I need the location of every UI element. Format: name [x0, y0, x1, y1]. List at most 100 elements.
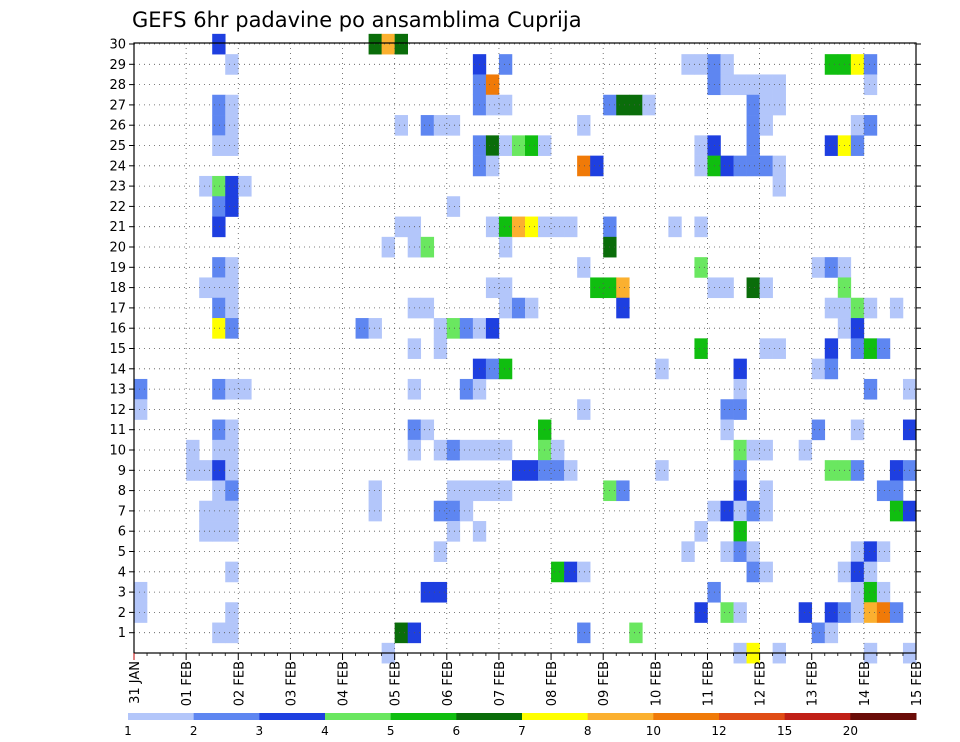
data-cell — [355, 318, 369, 339]
data-cell — [889, 460, 904, 481]
data-cell — [577, 155, 591, 177]
data-cell — [498, 216, 513, 238]
data-cell — [733, 480, 747, 502]
data-cell — [655, 358, 669, 380]
data-cell — [759, 439, 773, 461]
data-cell — [225, 561, 239, 583]
data-cell — [733, 378, 747, 400]
data-cell — [824, 54, 839, 75]
data-cell — [212, 318, 226, 339]
data-cell — [212, 175, 226, 197]
legend-swatch — [456, 713, 523, 720]
data-cell — [694, 54, 708, 75]
data-cell — [420, 236, 435, 258]
data-cell — [850, 602, 865, 623]
data-cell — [863, 541, 878, 562]
data-cell — [446, 115, 461, 136]
y-tick-label: 11 — [109, 423, 126, 438]
data-cell — [186, 460, 200, 481]
y-tick-label: 12 — [109, 403, 126, 418]
data-cell — [720, 541, 734, 562]
legend-swatch — [653, 713, 720, 720]
data-cell — [420, 419, 435, 441]
data-cell — [551, 460, 565, 481]
data-cell — [577, 115, 591, 136]
data-cell — [733, 500, 747, 522]
data-cell — [485, 480, 500, 502]
data-cell — [433, 581, 448, 603]
data-cell — [824, 135, 839, 156]
legend-swatch — [522, 713, 589, 720]
y-tick-label: 14 — [109, 362, 126, 377]
data-cell — [485, 277, 500, 299]
data-cell — [511, 460, 526, 481]
data-cell — [629, 94, 643, 116]
data-cell — [446, 521, 461, 542]
y-tick-label: 16 — [109, 322, 126, 337]
data-cell — [420, 581, 435, 603]
data-cell — [850, 115, 865, 136]
data-cell — [433, 338, 448, 359]
data-cell — [733, 521, 747, 542]
data-cell — [551, 216, 565, 238]
data-cell — [186, 439, 200, 461]
data-cell — [498, 54, 513, 75]
data-cell — [368, 500, 382, 522]
data-cell — [863, 74, 878, 96]
data-cell — [824, 622, 839, 644]
x-tick-label: 11 FEB — [701, 661, 716, 706]
data-cell — [485, 358, 500, 380]
data-cell — [850, 318, 865, 339]
data-cell — [733, 74, 747, 96]
data-cell — [225, 135, 239, 156]
data-cell — [746, 155, 760, 177]
data-cell — [564, 561, 578, 583]
data-cell — [485, 74, 500, 96]
data-cell — [498, 94, 513, 116]
y-tick-label: 3 — [118, 586, 126, 601]
data-cell — [420, 297, 435, 319]
data-cell — [225, 622, 239, 644]
legend-label: 12 — [711, 724, 726, 738]
data-cell — [850, 135, 865, 156]
data-cell — [485, 155, 500, 177]
data-cell — [759, 500, 773, 522]
legend-label: 15 — [777, 724, 792, 738]
data-cell — [225, 318, 239, 339]
data-cell — [616, 480, 630, 502]
data-cell — [720, 74, 734, 96]
y-tick-label: 22 — [109, 200, 126, 215]
data-cell — [225, 54, 239, 75]
data-cell — [511, 216, 526, 238]
data-cell — [733, 399, 747, 420]
x-tick-label: 13 FEB — [806, 661, 821, 706]
x-tick-label: 01 FEB — [180, 661, 195, 706]
data-cell — [433, 500, 448, 522]
data-cell — [577, 561, 591, 583]
data-cell — [225, 500, 239, 522]
legend-label: 5 — [387, 724, 395, 738]
y-tick-label: 10 — [109, 444, 126, 459]
data-cell — [225, 460, 239, 481]
data-cell — [824, 257, 839, 278]
data-cell — [525, 135, 539, 156]
data-cell — [889, 500, 904, 522]
y-tick-label: 6 — [118, 525, 126, 540]
data-cell — [824, 338, 839, 359]
y-tick-label: 1 — [118, 626, 126, 641]
data-cell — [863, 297, 878, 319]
x-tick-label: 02 FEB — [232, 661, 247, 706]
data-cell — [850, 338, 865, 359]
data-cell — [811, 419, 826, 441]
data-cell — [733, 541, 747, 562]
data-cell — [694, 155, 708, 177]
data-cell — [876, 338, 891, 359]
data-cell — [746, 439, 760, 461]
legend-swatch — [784, 713, 851, 720]
data-cell — [694, 521, 708, 542]
data-cell — [225, 378, 239, 400]
data-cell — [225, 196, 239, 217]
x-tick-label: 08 FEB — [545, 661, 560, 706]
data-cell — [720, 155, 734, 177]
grid-layer — [134, 43, 916, 653]
